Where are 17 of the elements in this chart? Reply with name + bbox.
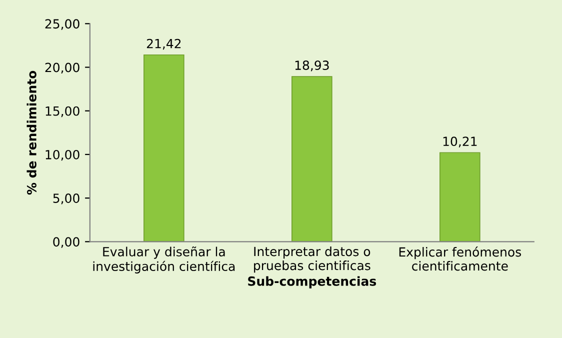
data-label: 21,42	[146, 38, 181, 50]
x-tick-label: Explicar fenómenos cientificamente	[399, 246, 522, 271]
bar	[292, 76, 332, 242]
x-axis-title: Sub-competencias	[248, 276, 376, 288]
y-tick-label: 20,00	[45, 62, 80, 74]
x-tick-label: Interpretar datos o pruebas cientificas	[254, 246, 370, 273]
bar	[144, 54, 184, 242]
y-axis-title: % de rendimiento	[26, 70, 36, 195]
y-tick-label: 0,00	[53, 237, 80, 248]
bar	[440, 152, 480, 242]
y-tick-label: 25,00	[45, 19, 80, 30]
x-tick-label: Evaluar y diseñar la investigación científica	[93, 246, 235, 274]
y-tick-label: 5,00	[53, 194, 80, 204]
y-tick-label: 15,00	[46, 106, 80, 118]
data-label: 18,93	[295, 60, 329, 72]
y-tick-label: 10,00	[46, 150, 80, 161]
data-label: 10,21	[443, 136, 477, 148]
